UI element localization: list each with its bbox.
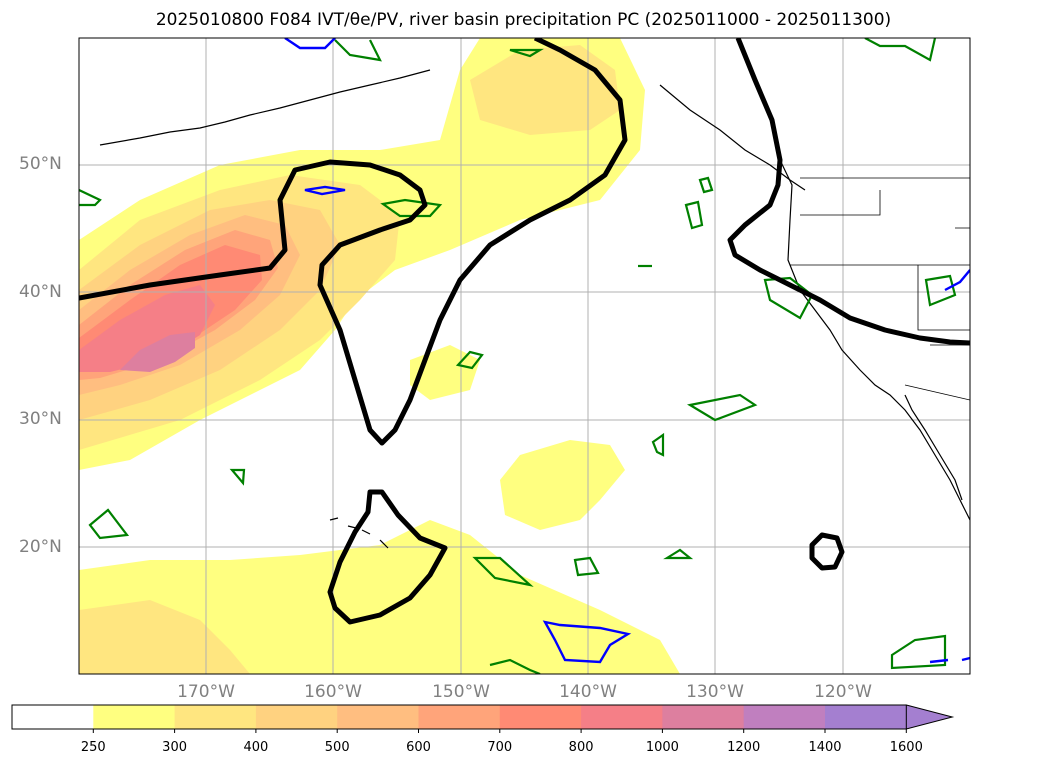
colorbar-swatch — [337, 705, 419, 729]
lat-label-50n: 50°N — [19, 154, 62, 174]
colorbar-tick-label: 1600 — [889, 740, 923, 755]
theta-e-contour — [79, 38, 970, 625]
lon-label-160w: 160°W — [304, 682, 362, 702]
pc-contour — [763, 276, 814, 320]
pc-contour — [334, 39, 382, 62]
ivt-band-300 — [79, 600, 250, 674]
ivt-band-800 — [79, 285, 215, 372]
pv-contour-line — [929, 656, 970, 664]
colorbar-swatch — [255, 705, 338, 729]
pc-contour — [686, 393, 758, 422]
colorbar-swatch — [12, 705, 94, 729]
pv-contour-line — [542, 620, 632, 664]
colorbar-tick-label: 600 — [406, 740, 431, 755]
ivt-band-300 — [470, 45, 620, 135]
lon-label-150w: 150°W — [432, 682, 490, 702]
colorbar-tick-label: 1400 — [808, 740, 842, 755]
theta-e-line — [727, 38, 970, 346]
north-america-coast — [779, 159, 970, 521]
theta-e-line — [79, 38, 628, 446]
pv-contour-line — [944, 269, 970, 292]
colorbar-swatch — [743, 705, 826, 729]
colorbar-tick-label: 800 — [568, 740, 594, 755]
colorbar-swatch — [581, 705, 663, 729]
chart-title: 2025010800 F084 IVT/θe/PV, river basin p… — [155, 10, 892, 30]
lon-label-170w: 170°W — [177, 682, 235, 702]
lat-label-20n: 20°N — [19, 537, 62, 557]
mexico-border — [904, 384, 970, 401]
pc-contour — [890, 634, 947, 670]
pv-contour — [284, 38, 970, 664]
pv-contour-line — [304, 185, 346, 196]
colorbar-swatch — [93, 705, 176, 729]
pc-contour — [79, 189, 102, 207]
pc-contour — [663, 548, 694, 560]
ivt-shading — [79, 38, 680, 674]
colorbar-tick-label: 700 — [487, 740, 513, 755]
pc-contour — [509, 48, 544, 58]
colorbar — [11, 704, 955, 733]
state-borders — [790, 177, 970, 401]
pc-contour — [380, 198, 443, 218]
theta-e-line — [327, 489, 448, 625]
colorbar-swatch — [499, 705, 582, 729]
lon-label-130w: 130°W — [686, 682, 744, 702]
state-border-wa-or — [800, 190, 881, 216]
colorbar-tick-label: 500 — [324, 740, 350, 755]
lon-label-140w: 140°W — [559, 682, 617, 702]
river-basin-precip-pc — [79, 38, 957, 674]
colorbar-tick-label: 250 — [80, 740, 106, 755]
baja-coast — [904, 394, 963, 501]
ivt-band-250 — [500, 440, 625, 530]
pc-contour — [924, 274, 957, 307]
pc-contour — [229, 468, 246, 486]
lat-label-30n: 30°N — [19, 409, 62, 429]
colorbar-frame — [11, 704, 907, 730]
coastlines — [99, 69, 970, 549]
pc-contour — [864, 38, 937, 62]
grid-lines — [79, 38, 970, 674]
aleutian-coast — [99, 69, 431, 146]
pc-contour — [489, 658, 541, 674]
theta-e-line — [809, 532, 845, 571]
colorbar-swatch — [174, 705, 257, 729]
colorbar-swatch — [825, 705, 907, 729]
map-frame — [78, 37, 971, 675]
hawaii-islands — [329, 517, 389, 549]
pv-contour-line — [284, 38, 336, 50]
pc-contour — [472, 556, 534, 587]
pc-contour — [88, 508, 130, 540]
pc-contour — [698, 176, 714, 194]
colorbar-extend-arrow — [905, 704, 955, 730]
ivt-band-250 — [79, 520, 680, 674]
ivt-band-1000 — [120, 332, 195, 372]
state-border-nv — [917, 265, 970, 331]
lon-label-120w: 120°W — [814, 682, 872, 702]
colorbar-tick-label: 300 — [162, 740, 188, 755]
pc-contour — [651, 432, 665, 457]
colorbar-swatch — [662, 705, 745, 729]
colorbar-tick-label: 1200 — [727, 740, 761, 755]
colorbar-swatch — [418, 705, 501, 729]
lat-label-40n: 40°N — [19, 282, 62, 302]
colorbar-tick-label: 400 — [243, 740, 269, 755]
pc-contour — [684, 200, 704, 230]
pc-contour — [455, 350, 484, 370]
pc-contour — [573, 556, 600, 577]
colorbar-tick-label: 1000 — [645, 740, 679, 755]
